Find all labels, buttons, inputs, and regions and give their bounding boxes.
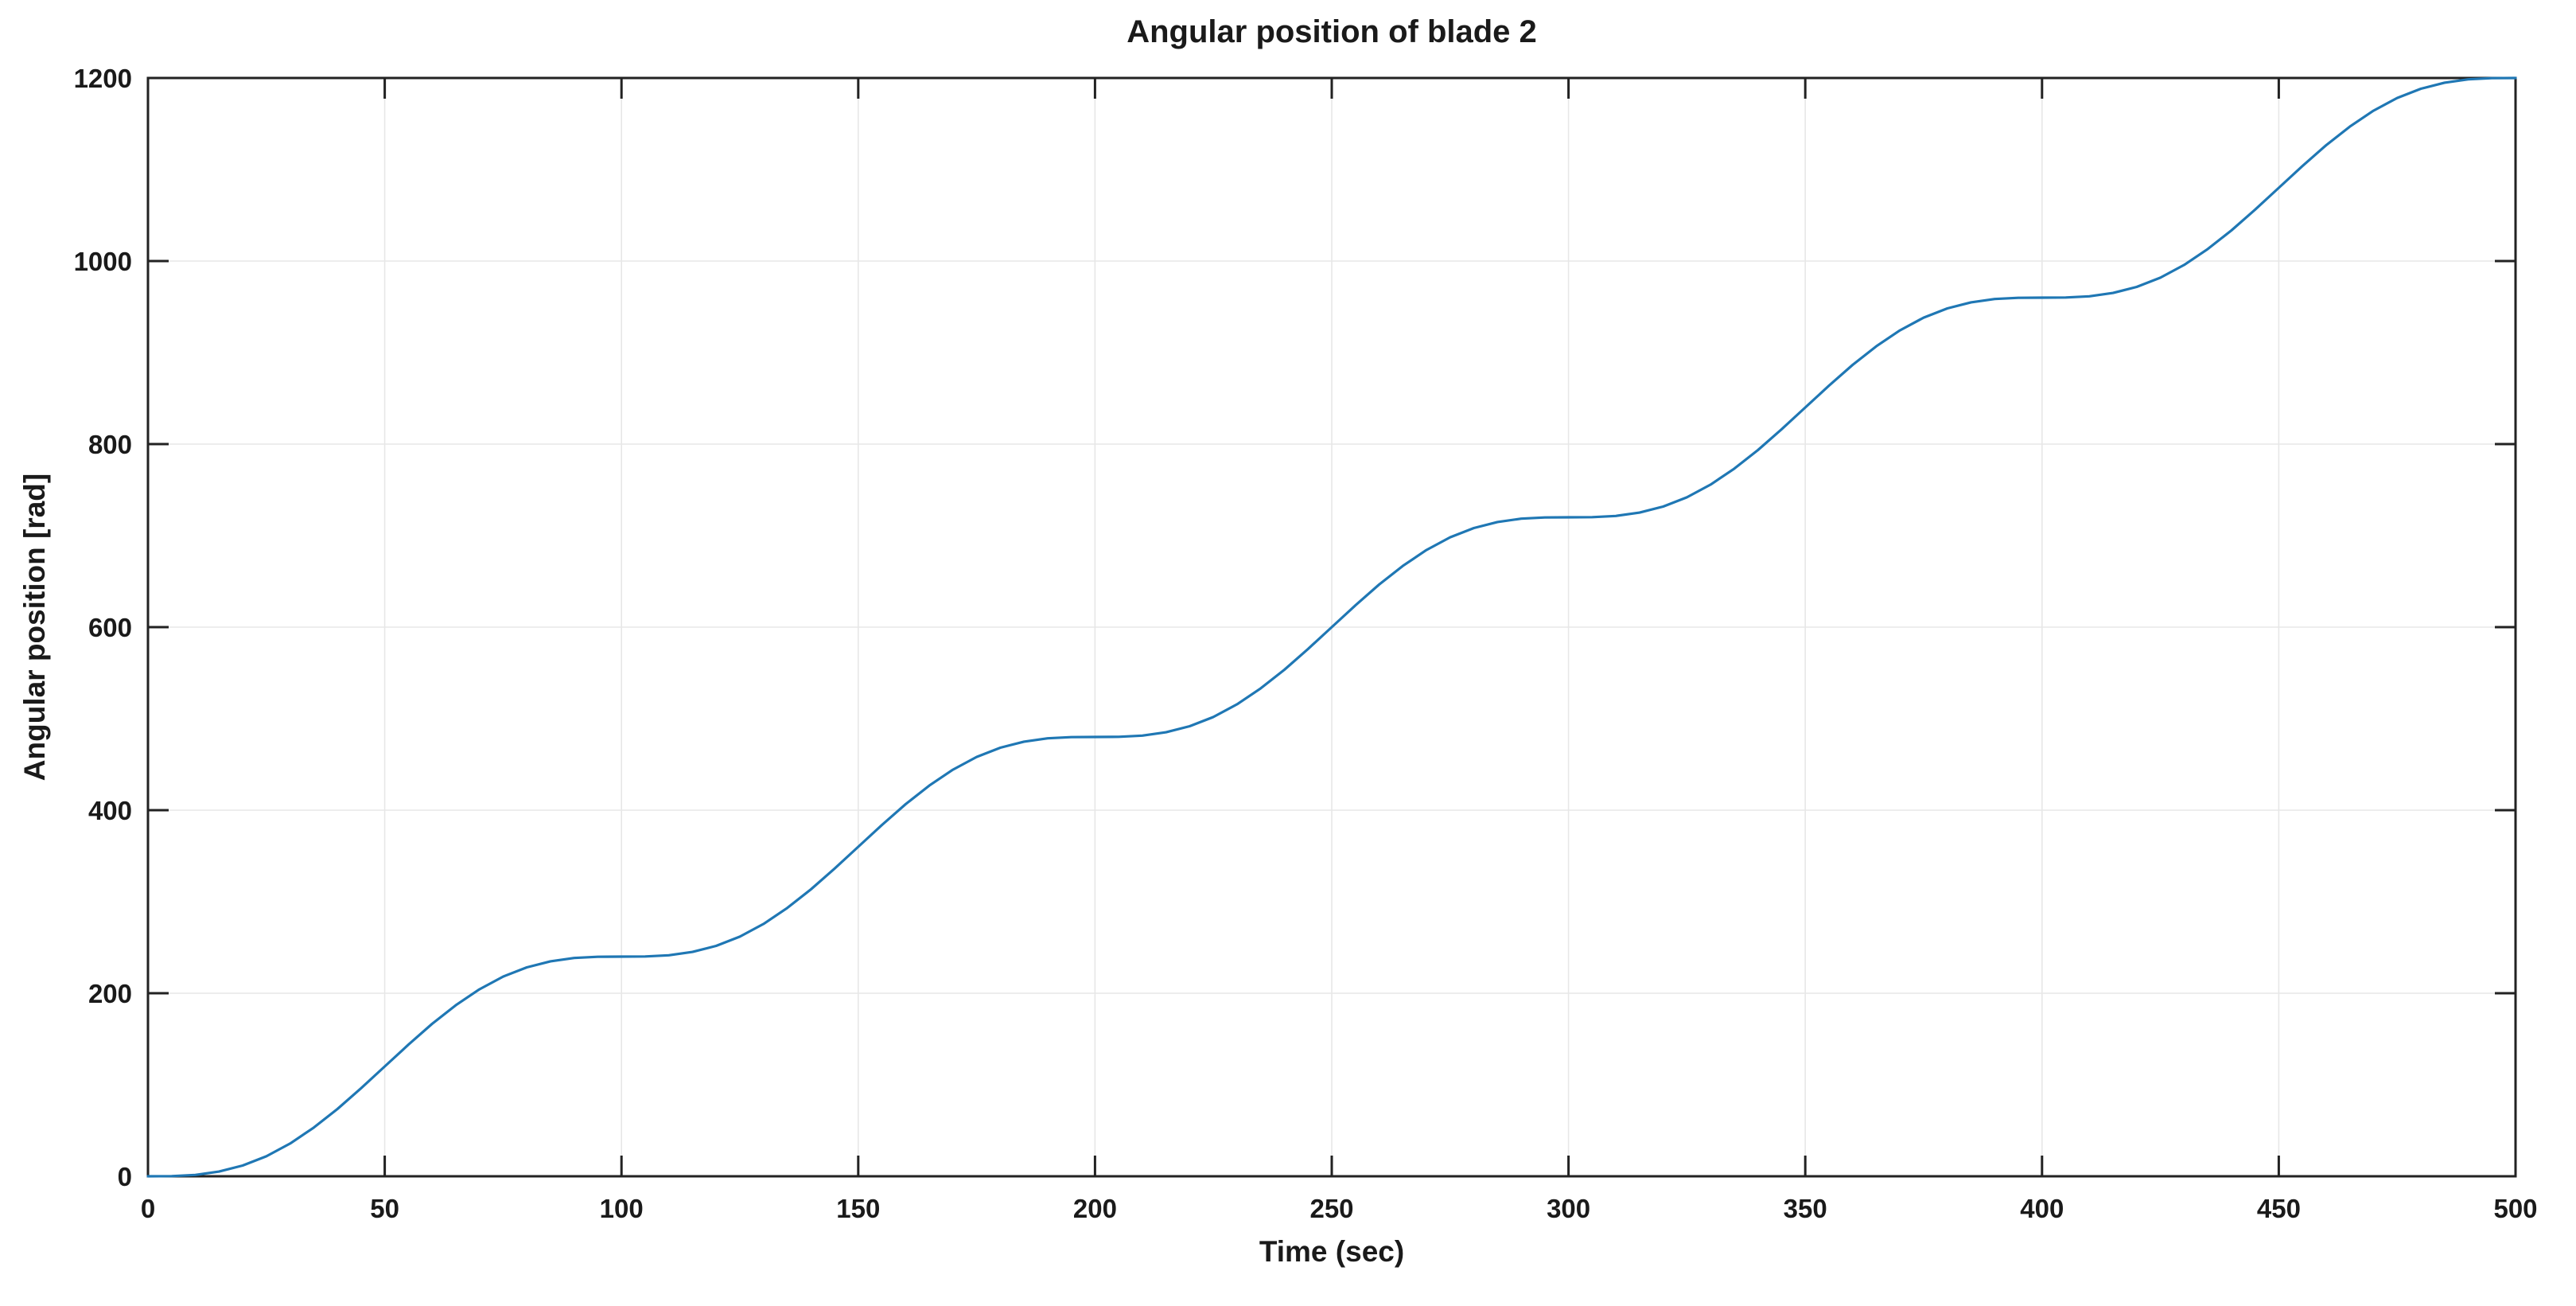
x-axis-label: Time (sec) [1259,1235,1405,1268]
x-tick-label: 100 [600,1194,644,1223]
y-tick-label: 1000 [74,247,132,276]
plot-border [146,76,2517,1178]
y-tick-label: 400 [88,796,132,825]
x-tick-label: 0 [141,1194,155,1223]
y-tick-label: 1200 [74,64,132,93]
x-tick-label: 250 [1309,1194,1353,1223]
x-tick-label: 150 [836,1194,880,1223]
x-tick-label: 200 [1073,1194,1117,1223]
series-line [146,76,2517,1178]
y-tick-label: 800 [88,430,132,459]
y-tick-label: 200 [88,979,132,1008]
x-tick-label: 50 [370,1194,399,1223]
chart-title: Angular position of blade 2 [1127,14,1537,49]
y-tick-label: 0 [118,1162,132,1191]
x-tick-label: 500 [2493,1194,2537,1223]
x-tick-label: 400 [2020,1194,2064,1223]
y-tick-label: 600 [88,613,132,642]
x-tick-label: 300 [1547,1194,1590,1223]
x-tick-label: 450 [2257,1194,2301,1223]
x-tick-label: 350 [1784,1194,1827,1223]
